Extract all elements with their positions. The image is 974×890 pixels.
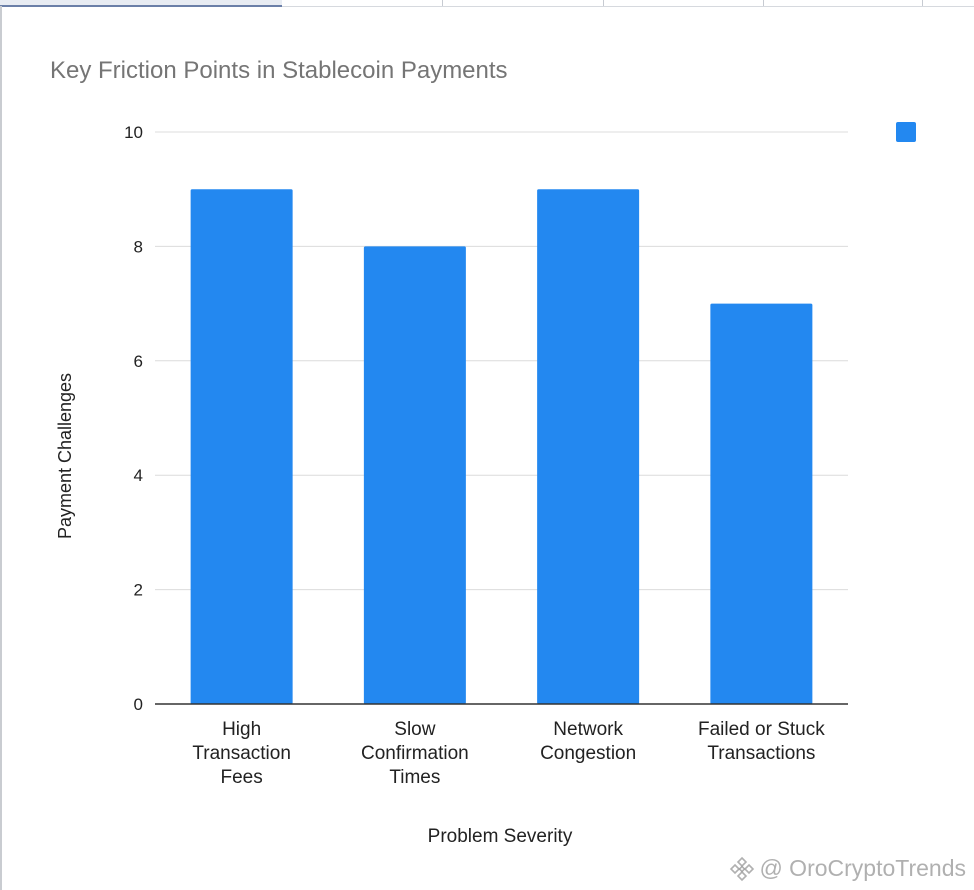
x-tick-label-line: Confirmation: [361, 743, 469, 764]
x-tick-label: Failed or Stuck Transactions: [698, 719, 825, 764]
bar: [710, 303, 813, 704]
x-tick-label-line: Transaction: [192, 743, 291, 764]
tab-divider: [922, 0, 923, 6]
chart-title: Key Friction Points in Stablecoin Paymen…: [50, 57, 508, 84]
x-tick-label: High Transaction Fees: [192, 719, 291, 788]
tab-divider: [763, 0, 764, 6]
x-tick-label-line: Network: [553, 719, 623, 740]
y-tick-label: 6: [134, 352, 143, 371]
binance-logo-icon: [730, 856, 755, 881]
bar: [363, 246, 466, 704]
bar: [190, 189, 293, 704]
y-axis-title: Payment Challenges: [55, 373, 75, 539]
y-tick-label: 10: [124, 123, 143, 142]
x-tick-label: Network Congestion: [540, 719, 636, 764]
legend-swatch: [896, 122, 916, 142]
watermark: @ OroCryptoTrends: [729, 855, 966, 882]
x-tick-label: Slow Confirmation Times: [361, 719, 469, 788]
y-tick-label: 8: [134, 237, 143, 256]
tab-divider: [442, 0, 443, 6]
x-tick-label-line: Congestion: [540, 743, 636, 764]
x-tick-label-line: High: [222, 719, 261, 740]
tab-divider: [603, 0, 604, 6]
active-tab[interactable]: [0, 0, 282, 7]
x-tick-label-line: Slow: [394, 719, 435, 740]
x-axis-title: Problem Severity: [428, 826, 573, 847]
y-tick-label: 4: [134, 466, 143, 485]
x-tick-label-line: Transactions: [707, 743, 815, 764]
y-tick-label: 0: [134, 695, 143, 714]
watermark-text: @ OroCryptoTrends: [759, 855, 966, 881]
x-tick-label-line: Failed or Stuck: [698, 719, 825, 740]
x-tick-label-line: Fees: [221, 767, 263, 788]
x-tick-label-line: Times: [389, 767, 440, 788]
y-tick-label: 2: [134, 581, 143, 600]
bar: [537, 189, 640, 704]
window-tab-strip: [0, 0, 974, 7]
window-left-border: [0, 6, 2, 890]
